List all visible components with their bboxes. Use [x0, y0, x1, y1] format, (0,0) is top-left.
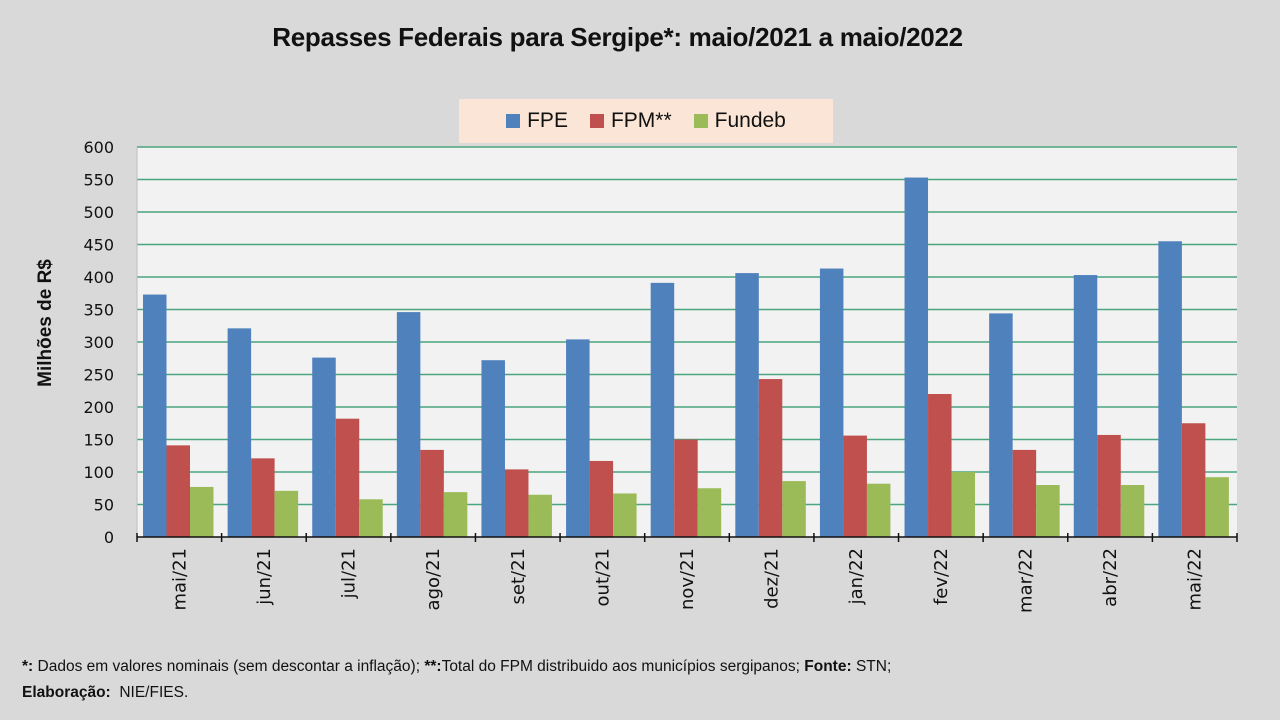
bar-fpm-jan-22	[843, 435, 867, 537]
bar-fpm-mai-21	[166, 445, 190, 537]
x-tick-label: mai/22	[1185, 548, 1206, 611]
footnote-text-1: Dados em valores nominais (sem descontar…	[33, 658, 425, 675]
x-tick-label: nov/21	[677, 548, 698, 610]
legend-label-fpm: FPM**	[610, 109, 672, 132]
bar-fundeb-jan-22	[866, 483, 891, 537]
bar-fpe-abr-22	[1073, 275, 1098, 537]
bar-fpm-set-21	[504, 469, 529, 537]
footnote-mark-2: **:	[424, 658, 442, 675]
x-tick-label: mai/21	[169, 548, 190, 611]
bar-fpe-dez-21	[735, 273, 759, 537]
bar-fundeb-mai-21	[190, 486, 214, 537]
bar-fpe-fev-22	[904, 177, 929, 538]
footnote-source: STN;	[851, 658, 892, 675]
bar-fpm-jun-21	[251, 458, 275, 537]
bar-fpm-fev-22	[928, 394, 952, 537]
y-tick-label: 50	[94, 496, 114, 515]
bar-fpm-nov-21	[674, 439, 698, 537]
chart-title: Repasses Federais para Sergipe*: maio/20…	[272, 22, 963, 52]
legend-item-fundeb: Fundeb	[693, 109, 786, 133]
x-tick-label: dez/21	[762, 548, 783, 609]
y-tick-label: 500	[83, 203, 114, 222]
bar-fpe-ago-21	[396, 312, 421, 537]
footnote: *: Dados em valores nominais (sem descon…	[22, 654, 1262, 706]
x-tick-label: ago/21	[423, 548, 444, 610]
bar-fundeb-set-21	[528, 494, 552, 537]
bar-fundeb-ago-21	[443, 492, 468, 537]
bar-fundeb-dez-21	[782, 481, 806, 537]
x-tick-label: abr/22	[1100, 548, 1121, 607]
y-axis-ticks: 0 50 100 150 200 250 300 350 400 450 500 550 600	[83, 138, 138, 547]
y-tick-label: 450	[83, 236, 114, 255]
bar-fpm-dez-21	[758, 379, 783, 537]
bar-fundeb-nov-21	[697, 488, 722, 537]
bar-fundeb-out-21	[613, 493, 637, 537]
y-tick-label: 200	[83, 398, 114, 417]
y-tick-label: 600	[83, 138, 114, 157]
legend: FPE FPM** Fundeb	[459, 99, 833, 143]
bar-fpe-mai-22	[1158, 241, 1182, 537]
bar-fpe-jan-22	[819, 268, 844, 537]
legend-item-fpm: FPM**	[589, 109, 672, 133]
bars	[143, 177, 1229, 538]
x-tick-label: fev/22	[931, 548, 952, 605]
footnote-text-2: Total do FPM distribuido aos municípios …	[441, 658, 805, 675]
bar-fpm-mar-22	[1012, 449, 1037, 537]
bar-fundeb-fev-22	[951, 472, 976, 537]
bar-fpe-mai-21	[143, 294, 167, 537]
x-tick-label: jun/21	[254, 548, 275, 606]
bar-fpm-jul-21	[335, 418, 360, 537]
y-tick-label: 250	[83, 366, 114, 385]
y-tick-label: 0	[104, 528, 114, 547]
footnote-mark-1: *:	[22, 658, 34, 675]
bar-fpe-jul-21	[312, 357, 336, 537]
x-tick-label: jul/21	[339, 548, 360, 599]
footnote-line-2: Elaboração: NIE/FIES.	[22, 680, 1262, 706]
bar-fpe-jun-21	[227, 328, 252, 537]
y-tick-label: 550	[83, 171, 114, 190]
bar-fundeb-jun-21	[274, 490, 299, 537]
bar-fpm-ago-21	[420, 449, 444, 537]
y-tick-label: 150	[83, 431, 114, 450]
y-tick-label: 100	[83, 463, 114, 482]
footnote-line-1: *: Dados em valores nominais (sem descon…	[22, 654, 1262, 680]
bar-fundeb-mai-22	[1205, 477, 1229, 537]
footnote-elaboration-label: Elaboração:	[22, 684, 111, 701]
bar-fpe-nov-21	[650, 282, 675, 537]
legend-swatch-fpe	[506, 114, 521, 128]
legend-label-fundeb: Fundeb	[714, 109, 786, 132]
legend-item-fpe: FPE	[506, 109, 568, 133]
legend-swatch-fundeb	[693, 114, 708, 128]
x-tick-label: mar/22	[1015, 548, 1036, 613]
bar-fpe-out-21	[566, 339, 590, 537]
x-axis-ticks: mai/21 jun/21 jul/21 ago/21 set/21 out/21 nov/…	[136, 533, 1238, 613]
bar-fpm-abr-22	[1097, 434, 1121, 537]
legend-swatch-fpm	[589, 114, 604, 128]
footnote-source-label: Fonte:	[804, 658, 852, 675]
y-tick-label: 300	[83, 333, 114, 352]
bar-fundeb-mar-22	[1036, 485, 1060, 537]
bar-fpe-set-21	[481, 360, 505, 537]
bar-fundeb-abr-22	[1120, 485, 1145, 537]
x-tick-label: set/21	[508, 548, 529, 604]
bar-fpm-out-21	[589, 460, 614, 537]
x-tick-label: jan/22	[846, 548, 867, 605]
y-tick-label: 350	[83, 301, 114, 320]
bar-fundeb-jul-21	[359, 499, 383, 537]
legend-label-fpe: FPE	[527, 109, 568, 132]
y-tick-label: 400	[83, 268, 114, 287]
footnote-elaboration: NIE/FIES.	[110, 684, 189, 701]
bar-fpm-mai-22	[1181, 423, 1206, 537]
x-tick-label: out/21	[592, 548, 613, 606]
bar-fpe-mar-22	[989, 313, 1013, 537]
